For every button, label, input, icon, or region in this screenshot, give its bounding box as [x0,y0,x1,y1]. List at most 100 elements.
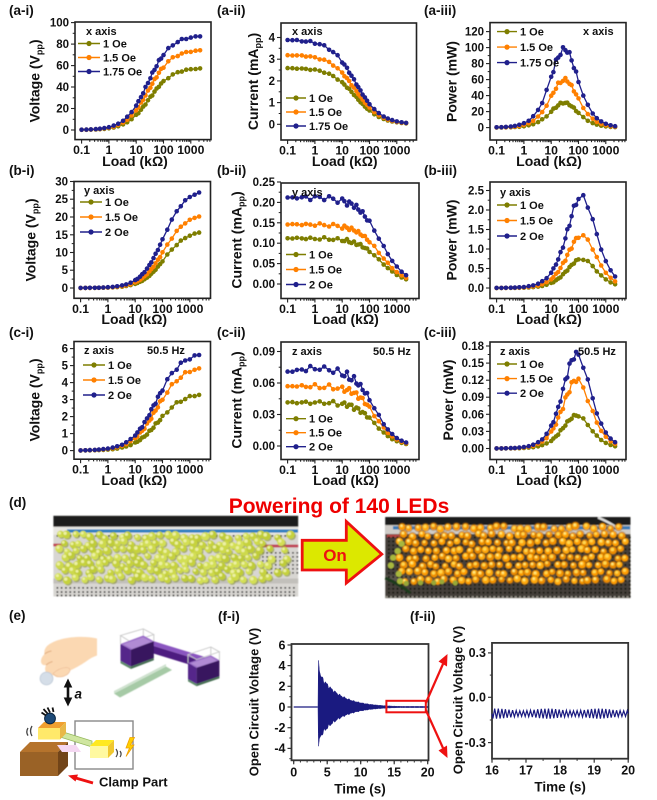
svg-text:20: 20 [621,764,635,778]
svg-text:10: 10 [129,143,143,157]
svg-text:1.5 Oe: 1.5 Oe [309,428,342,440]
svg-text:x axis: x axis [583,26,614,38]
svg-text:Load (kΩ): Load (kΩ) [516,311,582,327]
svg-text:10: 10 [544,302,558,316]
svg-text:1.75 Oe: 1.75 Oe [520,58,559,70]
svg-text:0.0: 0.0 [468,283,484,295]
svg-text:0.05: 0.05 [253,259,276,271]
svg-text:Power (mW): Power (mW) [444,200,460,281]
svg-text:100: 100 [50,18,69,30]
svg-text:(b-ii): (b-ii) [217,163,246,178]
svg-text:60: 60 [56,61,69,73]
svg-text:1.75 Oe: 1.75 Oe [309,121,348,133]
svg-text:1000: 1000 [592,302,619,316]
svg-text:(a-ii): (a-ii) [217,3,246,18]
svg-text:2 Oe: 2 Oe [309,442,333,454]
svg-text:Current (mApp): Current (mApp) [229,191,247,288]
svg-text:0: 0 [269,119,275,131]
svg-text:(e): (e) [9,608,26,623]
svg-text:(b-i): (b-i) [9,163,34,178]
svg-text:1: 1 [521,463,528,477]
svg-text:1.5 Oe: 1.5 Oe [520,374,553,386]
svg-text:0.3: 0.3 [469,646,486,660]
svg-text:3: 3 [269,54,275,66]
svg-text:Time (s): Time (s) [334,781,386,796]
svg-text:0.09: 0.09 [253,347,275,359]
svg-text:80: 80 [56,39,69,51]
svg-text:-0.3: -0.3 [464,736,486,750]
svg-text:1: 1 [269,98,276,110]
svg-text:1 Oe: 1 Oe [309,93,333,105]
svg-text:100: 100 [359,144,380,158]
svg-text:1000: 1000 [383,463,410,477]
svg-text:1000: 1000 [592,144,619,158]
svg-text:4: 4 [62,378,69,390]
svg-text:20: 20 [55,212,68,224]
svg-text:18: 18 [553,764,567,778]
svg-text:1.5 Oe: 1.5 Oe [105,212,138,224]
svg-text:0.1: 0.1 [72,463,89,477]
svg-text:0.15: 0.15 [462,358,485,370]
svg-text:0.15: 0.15 [253,218,276,230]
svg-text:1: 1 [105,463,112,477]
svg-text:Voltage (Vpp): Voltage (Vpp) [27,358,45,441]
svg-text:Load (kΩ): Load (kΩ) [313,472,379,488]
svg-text:Clamp Part: Clamp Part [99,775,168,790]
svg-text:0: 0 [62,446,68,458]
svg-text:1 Oe: 1 Oe [309,250,333,262]
svg-text:0.1: 0.1 [488,144,505,158]
svg-text:50.5 Hz: 50.5 Hz [373,346,411,358]
svg-text:2: 2 [62,412,68,424]
svg-text:Load (kΩ): Load (kΩ) [313,311,379,327]
svg-text:1.5 Oe: 1.5 Oe [520,216,553,228]
svg-text:2 Oe: 2 Oe [108,390,132,402]
svg-text:1 Oe: 1 Oe [103,39,127,51]
svg-text:25: 25 [55,194,68,206]
svg-text:2.0: 2.0 [468,205,484,217]
svg-text:0.1: 0.1 [488,463,505,477]
svg-text:5: 5 [62,265,69,277]
svg-text:1: 1 [106,143,113,157]
svg-text:0.20: 0.20 [253,197,275,209]
svg-text:15: 15 [55,230,68,242]
svg-text:1 Oe: 1 Oe [309,414,333,426]
svg-text:5: 5 [324,765,331,779]
svg-text:0: 0 [478,123,484,135]
svg-text:30: 30 [55,177,68,189]
svg-text:0.00: 0.00 [253,279,275,291]
svg-text:Power (mW): Power (mW) [444,41,460,122]
svg-text:19: 19 [587,764,601,778]
svg-text:Current (mApp): Current (mApp) [245,33,263,130]
svg-text:Voltage (Vpp): Voltage (Vpp) [23,198,41,281]
svg-text:z axis: z axis [292,346,322,358]
svg-text:On: On [323,546,347,565]
svg-text:4: 4 [269,33,276,45]
svg-text:0.06: 0.06 [253,378,275,390]
svg-text:60: 60 [471,75,484,87]
svg-text:1.5 Oe: 1.5 Oe [108,375,141,387]
svg-text:100: 100 [568,463,589,477]
svg-text:0.09: 0.09 [462,392,484,404]
svg-text:10: 10 [335,463,349,477]
svg-text:1.5 Oe: 1.5 Oe [520,42,553,54]
svg-text:1.0: 1.0 [468,244,484,256]
svg-text:0.03: 0.03 [462,426,484,438]
svg-text:Power (mW): Power (mW) [440,360,456,441]
svg-text:120: 120 [465,27,484,39]
svg-text:1.5 Oe: 1.5 Oe [309,265,342,277]
svg-text:2 Oe: 2 Oe [520,231,544,243]
svg-text:50.5 Hz: 50.5 Hz [578,346,616,358]
svg-text:80: 80 [471,59,484,71]
svg-text:6: 6 [279,638,286,652]
svg-text:(a-i): (a-i) [9,3,34,18]
svg-text:Voltage (Vpp): Voltage (Vpp) [27,39,45,122]
svg-text:1000: 1000 [383,302,410,316]
svg-text:0.03: 0.03 [253,410,275,422]
svg-text:a: a [75,687,83,702]
svg-text:(a-iii): (a-iii) [424,3,456,18]
svg-text:0.1: 0.1 [72,302,89,316]
svg-text:1 Oe: 1 Oe [520,27,544,39]
svg-text:2 Oe: 2 Oe [105,227,129,239]
svg-text:3: 3 [62,395,68,407]
svg-text:(f-i): (f-i) [218,609,240,624]
